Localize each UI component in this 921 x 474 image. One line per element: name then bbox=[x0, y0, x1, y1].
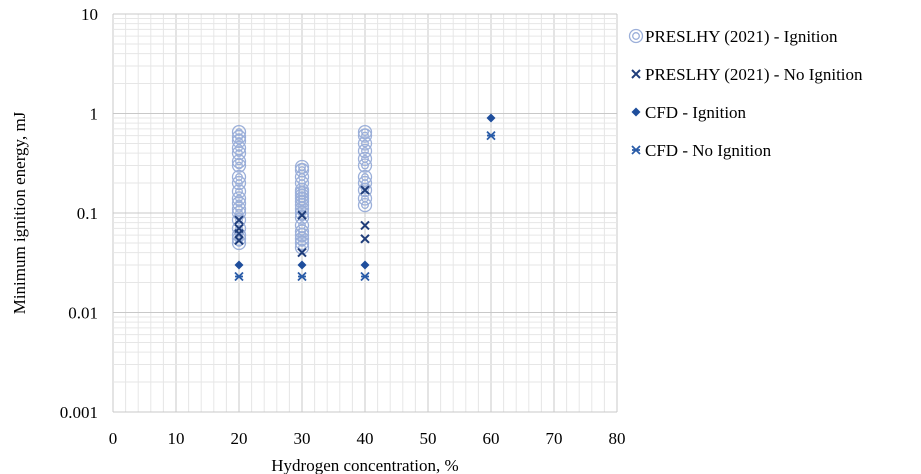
data-marks bbox=[231, 113, 496, 282]
x-tick-label: 20 bbox=[231, 429, 248, 448]
y-tick-label: 0.001 bbox=[60, 403, 98, 422]
x-tick-label: 10 bbox=[168, 429, 185, 448]
y-tick-label: 0.1 bbox=[77, 204, 98, 223]
legend-item: CFD - No Ignition bbox=[631, 141, 772, 160]
cfd-no-ignition-point bbox=[486, 130, 496, 141]
cfd-no-ignition-series bbox=[234, 130, 496, 282]
cfd-ignition-point bbox=[297, 260, 307, 270]
preslhy-no-ignition-point bbox=[360, 234, 370, 244]
preslhy-no-ignition-point bbox=[360, 220, 370, 231]
preslhy-ignition-point bbox=[294, 159, 310, 175]
preslhy-ignition-point bbox=[357, 136, 373, 151]
x-axis-title: Hydrogen concentration, % bbox=[271, 456, 458, 474]
cfd-no-ignition-point bbox=[360, 271, 370, 282]
preslhy-no-ignition-point bbox=[234, 215, 244, 225]
preslhy-ignition-point bbox=[357, 169, 373, 185]
legend-item: PRESLHY (2021) - Ignition bbox=[628, 27, 838, 46]
y-tick-label: 10 bbox=[81, 5, 98, 24]
y-tick-label: 0.01 bbox=[68, 304, 98, 323]
x-tick-label: 60 bbox=[483, 429, 500, 448]
preslhy-ignition-point bbox=[357, 191, 373, 206]
preslhy-ignition-series bbox=[231, 124, 373, 255]
legend-label: PRESLHY (2021) - No Ignition bbox=[645, 65, 863, 84]
x-tick-label: 80 bbox=[609, 429, 626, 448]
x-tick-label: 40 bbox=[357, 429, 374, 448]
x-tick-label: 0 bbox=[109, 429, 118, 448]
preslhy-no-ignition-point bbox=[234, 235, 244, 246]
cfd-ignition-point bbox=[486, 113, 496, 123]
x-tick-label: 30 bbox=[294, 429, 311, 448]
legend-label: PRESLHY (2021) - Ignition bbox=[645, 27, 838, 46]
preslhy-ignition-point bbox=[357, 124, 373, 140]
legend-marker bbox=[628, 28, 644, 44]
legend-marker bbox=[631, 69, 641, 79]
preslhy-no-ignition-point bbox=[234, 223, 244, 234]
cfd-ignition-point bbox=[360, 260, 370, 270]
legend-marker bbox=[631, 145, 641, 155]
preslhy-no-ignition-point bbox=[297, 247, 307, 258]
preslhy-ignition-point bbox=[231, 184, 247, 199]
legend: PRESLHY (2021) - Ignition PRESLHY (2021) … bbox=[628, 27, 863, 160]
preslhy-no-ignition-series bbox=[234, 185, 370, 258]
cfd-no-ignition-point bbox=[297, 271, 307, 282]
preslhy-ignition-point bbox=[294, 235, 310, 251]
y-tick-label: 1 bbox=[90, 105, 99, 124]
preslhy-ignition-point bbox=[357, 151, 373, 167]
x-tick-label: 70 bbox=[546, 429, 563, 448]
x-tick-label: 50 bbox=[420, 429, 437, 448]
cfd-no-ignition-point bbox=[234, 271, 244, 282]
preslhy-no-ignition-point bbox=[297, 210, 307, 220]
preslhy-ignition-point bbox=[231, 133, 247, 149]
preslhy-ignition-point bbox=[231, 169, 247, 185]
preslhy-ignition-point bbox=[357, 143, 373, 159]
preslhy-no-ignition-point bbox=[360, 185, 370, 195]
y-axis-title: Minimum ignition energy, mJ bbox=[10, 111, 29, 314]
legend-marker bbox=[631, 107, 641, 117]
preslhy-ignition-point bbox=[231, 124, 247, 140]
legend-item: PRESLHY (2021) - No Ignition bbox=[631, 65, 863, 84]
x-tick-labels: 0 10 20 30 40 50 60 70 80 bbox=[109, 429, 626, 448]
legend-item: CFD - Ignition bbox=[631, 103, 747, 122]
y-tick-labels: 0.001 0.01 0.1 1 10 bbox=[60, 5, 98, 422]
grid bbox=[112, 13, 618, 413]
legend-label: CFD - No Ignition bbox=[645, 141, 772, 160]
cfd-ignition-point bbox=[234, 260, 244, 270]
cfd-ignition-series bbox=[234, 113, 496, 270]
legend-label: CFD - Ignition bbox=[645, 103, 747, 122]
